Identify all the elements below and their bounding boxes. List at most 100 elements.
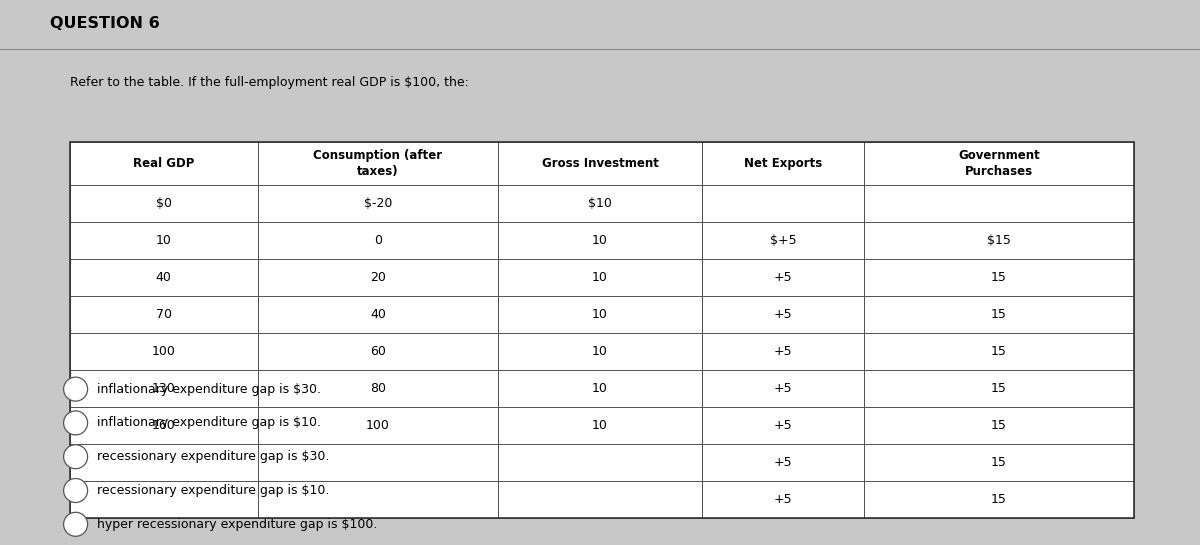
Text: 15: 15 (991, 345, 1007, 358)
Text: 80: 80 (370, 382, 386, 395)
Text: 130: 130 (152, 382, 175, 395)
Bar (702, 142, 864, 185)
Bar (70, 370, 258, 407)
Bar (864, 222, 1134, 259)
Text: 0: 0 (374, 234, 382, 247)
Text: +5: +5 (774, 456, 792, 469)
Bar (70, 296, 258, 333)
Bar (258, 142, 498, 185)
Bar (258, 444, 498, 481)
Bar (702, 259, 864, 296)
Text: $10: $10 (588, 197, 612, 210)
Bar (864, 444, 1134, 481)
Bar (70, 142, 258, 185)
Text: inflationary expenditure gap is $10.: inflationary expenditure gap is $10. (97, 416, 322, 429)
Bar (70, 185, 258, 222)
Text: 60: 60 (370, 345, 386, 358)
Text: 15: 15 (991, 419, 1007, 432)
Bar (498, 407, 702, 444)
Text: 10: 10 (592, 234, 608, 247)
Text: 10: 10 (156, 234, 172, 247)
Ellipse shape (64, 479, 88, 502)
Text: 15: 15 (991, 493, 1007, 506)
Text: Real GDP: Real GDP (133, 157, 194, 170)
Text: 70: 70 (156, 308, 172, 321)
Text: 100: 100 (152, 345, 175, 358)
Text: 15: 15 (991, 308, 1007, 321)
Text: $15: $15 (988, 234, 1010, 247)
Text: 160: 160 (152, 419, 175, 432)
Bar (258, 222, 498, 259)
Bar (702, 333, 864, 370)
Bar (498, 481, 702, 518)
Bar (702, 444, 864, 481)
Text: +5: +5 (774, 308, 792, 321)
Ellipse shape (64, 445, 88, 469)
Text: recessionary expenditure gap is $10.: recessionary expenditure gap is $10. (97, 484, 330, 497)
Text: 10: 10 (592, 419, 608, 432)
Text: +5: +5 (774, 493, 792, 506)
Text: Government
Purchases: Government Purchases (958, 149, 1040, 178)
Text: +5: +5 (774, 345, 792, 358)
Text: 10: 10 (592, 308, 608, 321)
Bar (258, 296, 498, 333)
Bar (498, 185, 702, 222)
Ellipse shape (64, 512, 88, 536)
Text: 15: 15 (991, 456, 1007, 469)
Bar (258, 481, 498, 518)
Bar (498, 370, 702, 407)
Bar (864, 407, 1134, 444)
Bar (702, 370, 864, 407)
Text: inflationary expenditure gap is $30.: inflationary expenditure gap is $30. (97, 383, 322, 396)
Text: 40: 40 (156, 271, 172, 284)
Bar (864, 481, 1134, 518)
Text: 10: 10 (592, 382, 608, 395)
Bar (258, 333, 498, 370)
Text: 40: 40 (370, 308, 386, 321)
Ellipse shape (64, 411, 88, 435)
Bar (864, 296, 1134, 333)
Bar (864, 185, 1134, 222)
Text: hyper recessionary expenditure gap is $100.: hyper recessionary expenditure gap is $1… (97, 518, 378, 531)
Text: 10: 10 (592, 271, 608, 284)
Bar (258, 259, 498, 296)
Text: 15: 15 (991, 271, 1007, 284)
Bar (498, 142, 702, 185)
Bar (258, 407, 498, 444)
Text: recessionary expenditure gap is $30.: recessionary expenditure gap is $30. (97, 450, 330, 463)
Bar (864, 370, 1134, 407)
Bar (70, 407, 258, 444)
Bar (258, 370, 498, 407)
Bar (864, 259, 1134, 296)
Bar (70, 333, 258, 370)
Bar (702, 407, 864, 444)
Bar (70, 444, 258, 481)
Text: +5: +5 (774, 419, 792, 432)
Text: 100: 100 (366, 419, 390, 432)
Bar (702, 185, 864, 222)
Text: $+5: $+5 (769, 234, 797, 247)
Bar (498, 222, 702, 259)
Bar (258, 185, 498, 222)
Text: Net Exports: Net Exports (744, 157, 822, 170)
Bar (702, 222, 864, 259)
Bar (702, 481, 864, 518)
Text: +5: +5 (774, 382, 792, 395)
Text: QUESTION 6: QUESTION 6 (50, 16, 160, 32)
Ellipse shape (64, 377, 88, 401)
Text: 15: 15 (991, 382, 1007, 395)
Text: 10: 10 (592, 345, 608, 358)
Text: $0: $0 (156, 197, 172, 210)
Bar (864, 333, 1134, 370)
Bar (498, 259, 702, 296)
Bar (498, 296, 702, 333)
Bar (70, 222, 258, 259)
Bar (498, 333, 702, 370)
Bar (70, 142, 1134, 518)
Text: Consumption (after
taxes): Consumption (after taxes) (313, 149, 443, 178)
Text: 20: 20 (370, 271, 386, 284)
Bar (70, 481, 258, 518)
Bar (498, 444, 702, 481)
Text: $-20: $-20 (364, 197, 392, 210)
Bar (70, 259, 258, 296)
